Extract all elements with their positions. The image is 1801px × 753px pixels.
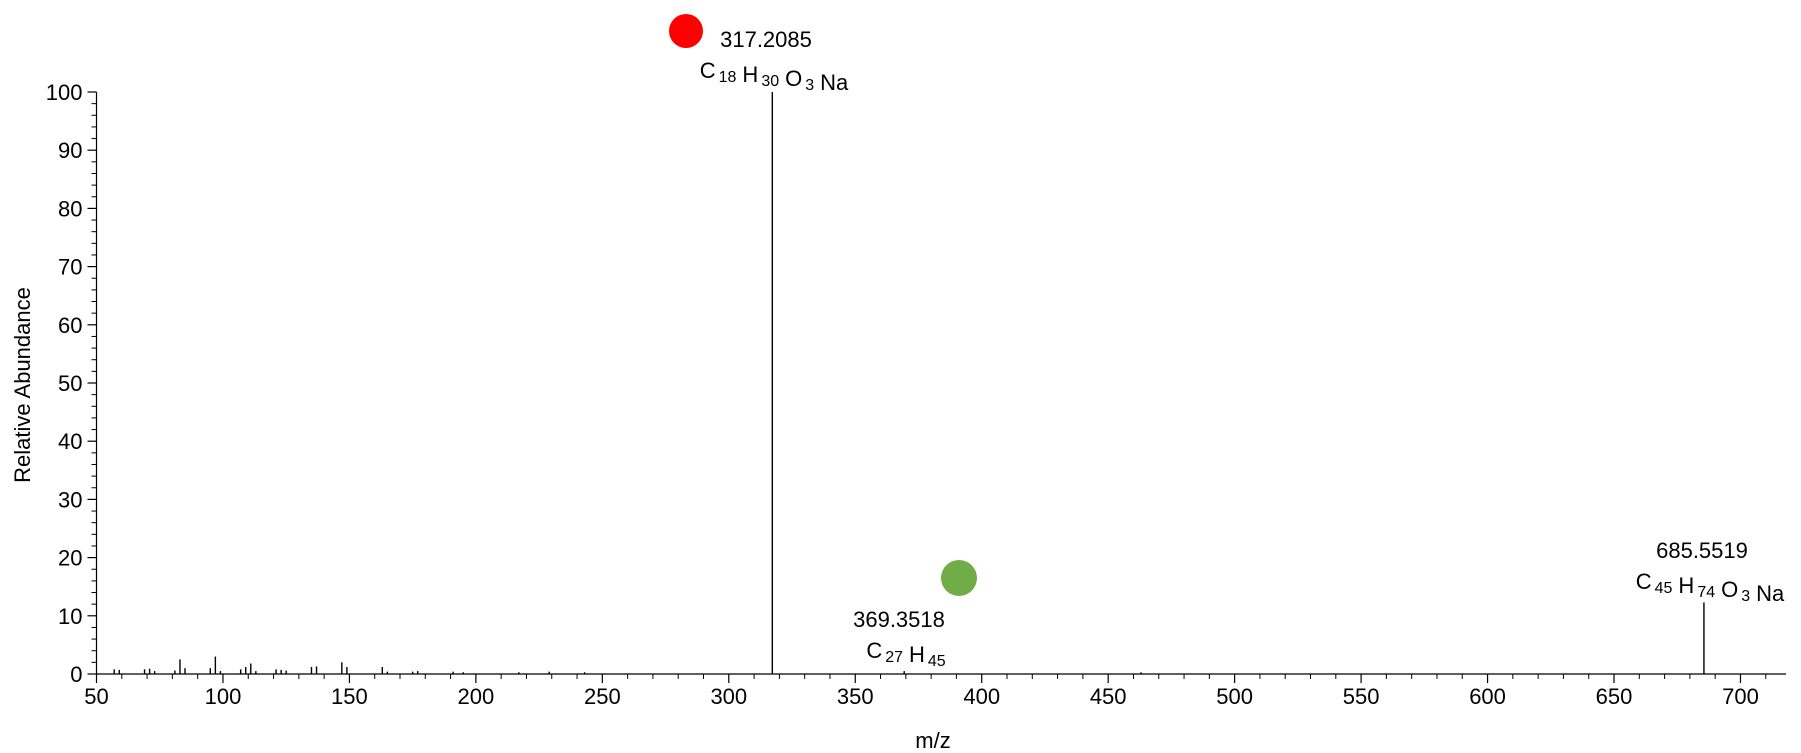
formula-element: O — [785, 66, 802, 91]
x-tick-label: 150 — [331, 684, 368, 709]
peak-formula: C 45 H 74 O 3 Na — [1636, 569, 1785, 606]
x-tick-label: 400 — [963, 684, 1000, 709]
y-tick-label: 0 — [70, 662, 82, 687]
y-tick-label: 20 — [58, 546, 82, 571]
marker-red — [669, 14, 703, 48]
formula-element: C — [700, 58, 716, 83]
y-tick-label: 50 — [58, 371, 82, 396]
formula-subscript: 30 — [761, 73, 779, 90]
formula-element: Na — [1756, 581, 1785, 606]
y-tick-label: 30 — [58, 487, 82, 512]
formula-element: Na — [820, 70, 849, 95]
y-tick-label: 80 — [58, 196, 82, 221]
x-tick-label: 300 — [710, 684, 747, 709]
y-tick-label: 40 — [58, 429, 82, 454]
y-tick-label: 10 — [58, 604, 82, 629]
formula-subscript: 74 — [1697, 584, 1715, 601]
y-tick-label: 60 — [58, 313, 82, 338]
x-tick-label: 550 — [1343, 684, 1380, 709]
marker-green — [941, 560, 977, 596]
x-tick-label: 350 — [837, 684, 874, 709]
formula-subscript: 18 — [719, 69, 737, 86]
x-axis-title: m/z — [915, 728, 950, 753]
x-tick-label: 100 — [205, 684, 242, 709]
x-tick-label: 50 — [84, 684, 108, 709]
formula-element: O — [1721, 577, 1738, 602]
x-tick-label: 700 — [1722, 684, 1759, 709]
formula-subscript: 3 — [1741, 588, 1750, 605]
x-tick-label: 200 — [458, 684, 495, 709]
y-tick-label: 90 — [58, 138, 82, 163]
formula-element: H — [1678, 573, 1694, 598]
x-tick-label: 450 — [1090, 684, 1127, 709]
peak-label: 685.5519 — [1656, 538, 1748, 563]
formula-subscript: 45 — [1655, 580, 1673, 597]
x-tick-label: 500 — [1216, 684, 1253, 709]
formula-subscript: 45 — [928, 653, 946, 670]
formula-element: H — [742, 62, 758, 87]
y-tick-label: 100 — [46, 80, 83, 105]
peak-label: 369.3518 — [853, 607, 945, 632]
formula-element: H — [909, 642, 925, 667]
x-tick-label: 600 — [1469, 684, 1506, 709]
formula-element: C — [866, 638, 882, 663]
formula-subscript: 3 — [805, 77, 814, 94]
formula-subscript: 27 — [885, 649, 903, 666]
peak-label: 317.2085 — [720, 27, 812, 52]
x-tick-label: 250 — [584, 684, 621, 709]
y-axis-title: Relative Abundance — [10, 287, 35, 483]
peak-formula: C 27 H 45 — [866, 638, 945, 670]
formula-element: C — [1636, 569, 1652, 594]
x-tick-label: 650 — [1596, 684, 1633, 709]
y-tick-label: 70 — [58, 255, 82, 280]
peak-formula: C 18 H 30 O 3 Na — [700, 58, 849, 95]
